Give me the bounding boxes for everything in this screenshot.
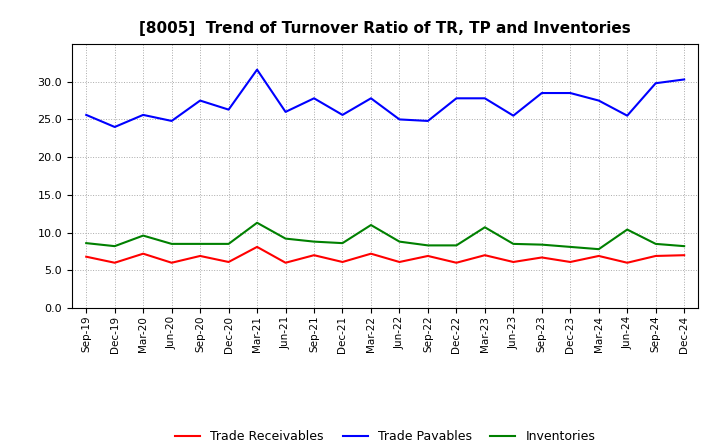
- Trade Payables: [452, 95, 461, 101]
- Trade Payables: [366, 95, 375, 101]
- Trade Receivables: [310, 253, 318, 258]
- Trade Payables: [595, 98, 603, 103]
- Trade Receivables: [366, 251, 375, 257]
- Trade Payables: [480, 95, 489, 101]
- Inventories: [537, 242, 546, 247]
- Trade Receivables: [423, 253, 432, 259]
- Trade Receivables: [480, 253, 489, 258]
- Trade Receivables: [139, 251, 148, 257]
- Line: Trade Receivables: Trade Receivables: [86, 247, 684, 263]
- Trade Receivables: [167, 260, 176, 265]
- Trade Payables: [566, 90, 575, 95]
- Trade Payables: [110, 125, 119, 130]
- Trade Payables: [338, 112, 347, 117]
- Trade Payables: [423, 118, 432, 124]
- Trade Receivables: [452, 260, 461, 265]
- Inventories: [423, 243, 432, 248]
- Trade Payables: [139, 112, 148, 117]
- Inventories: [566, 244, 575, 249]
- Trade Receivables: [537, 255, 546, 260]
- Trade Receivables: [338, 259, 347, 264]
- Trade Payables: [253, 67, 261, 72]
- Inventories: [196, 241, 204, 246]
- Inventories: [395, 239, 404, 244]
- Inventories: [225, 241, 233, 246]
- Inventories: [623, 227, 631, 232]
- Inventories: [509, 241, 518, 246]
- Trade Payables: [225, 107, 233, 112]
- Inventories: [680, 243, 688, 249]
- Inventories: [167, 241, 176, 246]
- Trade Receivables: [395, 259, 404, 264]
- Line: Trade Payables: Trade Payables: [86, 70, 684, 127]
- Trade Payables: [537, 90, 546, 95]
- Trade Payables: [310, 95, 318, 101]
- Trade Payables: [652, 81, 660, 86]
- Trade Receivables: [680, 253, 688, 258]
- Inventories: [595, 246, 603, 252]
- Inventories: [82, 241, 91, 246]
- Trade Payables: [82, 112, 91, 117]
- Inventories: [139, 233, 148, 238]
- Trade Receivables: [225, 259, 233, 264]
- Title: [8005]  Trend of Turnover Ratio of TR, TP and Inventories: [8005] Trend of Turnover Ratio of TR, TP…: [140, 21, 631, 36]
- Trade Receivables: [282, 260, 290, 265]
- Trade Receivables: [253, 244, 261, 249]
- Trade Receivables: [110, 260, 119, 265]
- Trade Payables: [196, 98, 204, 103]
- Inventories: [366, 222, 375, 227]
- Trade Receivables: [652, 253, 660, 259]
- Trade Payables: [282, 109, 290, 114]
- Trade Payables: [680, 77, 688, 82]
- Inventories: [310, 239, 318, 244]
- Inventories: [282, 236, 290, 241]
- Trade Receivables: [595, 253, 603, 259]
- Trade Payables: [395, 117, 404, 122]
- Legend: Trade Receivables, Trade Payables, Inventories: Trade Receivables, Trade Payables, Inven…: [170, 425, 600, 440]
- Trade Receivables: [623, 260, 631, 265]
- Trade Receivables: [196, 253, 204, 259]
- Line: Inventories: Inventories: [86, 223, 684, 249]
- Trade Receivables: [566, 259, 575, 264]
- Trade Payables: [509, 113, 518, 118]
- Trade Receivables: [509, 259, 518, 264]
- Inventories: [480, 225, 489, 230]
- Inventories: [110, 243, 119, 249]
- Inventories: [338, 241, 347, 246]
- Trade Receivables: [82, 254, 91, 259]
- Trade Payables: [623, 113, 631, 118]
- Inventories: [452, 243, 461, 248]
- Inventories: [253, 220, 261, 225]
- Inventories: [652, 241, 660, 246]
- Trade Payables: [167, 118, 176, 124]
